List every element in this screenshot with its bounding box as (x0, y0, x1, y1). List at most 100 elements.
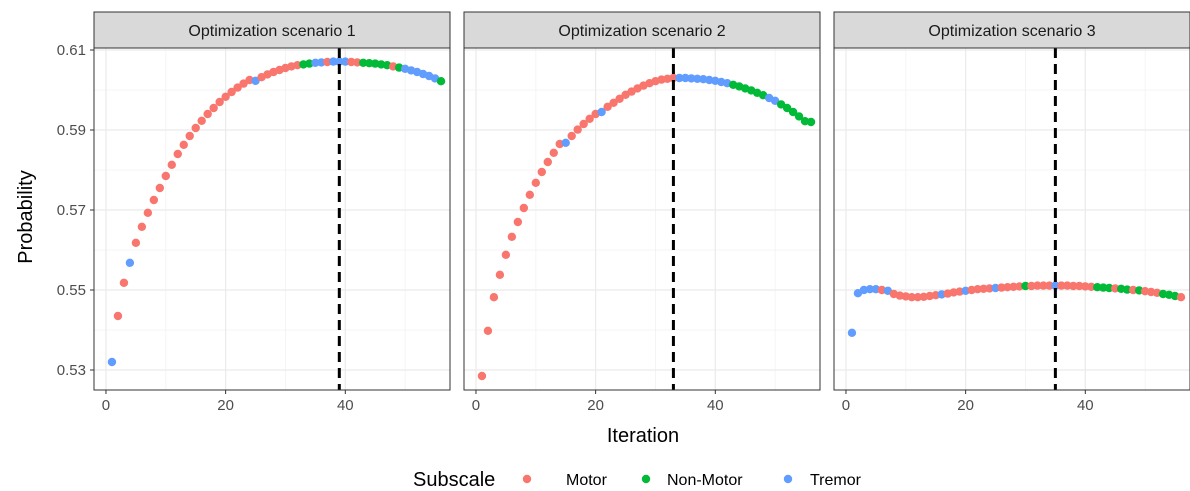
x-tick-label: 0 (102, 397, 110, 414)
data-point (221, 92, 230, 102)
data-point (131, 238, 141, 247)
data-point (543, 157, 552, 167)
x-tick-label: 20 (217, 397, 234, 414)
data-point (561, 138, 570, 147)
facet-panel-1: Optimization scenario 1 0 20 40 0.53 0.55 0.57… (57, 11, 451, 414)
data-point (907, 293, 916, 302)
data-point (687, 74, 696, 83)
data-point (979, 284, 988, 293)
data-point (359, 58, 368, 67)
data-point (847, 328, 857, 337)
data-point (161, 171, 170, 181)
data-point (681, 73, 690, 83)
data-point (1093, 283, 1102, 292)
data-point (436, 77, 446, 86)
data-point (537, 167, 546, 177)
plot-background (464, 48, 820, 390)
y-tick-label: 0.59 (57, 122, 86, 139)
plot-background (94, 48, 450, 390)
y-tick-label: 0.55 (57, 282, 86, 299)
data-point (501, 250, 511, 259)
data-point (1021, 281, 1030, 291)
data-point (567, 131, 576, 141)
legend: Subscale Motor Non-Motor Tremor (413, 469, 862, 491)
facet-strip-title: Optimization scenario 2 (558, 23, 725, 40)
data-point (597, 107, 606, 117)
data-point (782, 103, 792, 113)
data-point (227, 87, 236, 97)
facet-strip-title: Optimization scenario 1 (188, 23, 355, 40)
data-point (143, 208, 153, 217)
data-point (185, 131, 194, 141)
legend-label-motor: Motor (566, 472, 608, 489)
data-point (615, 94, 624, 104)
x-axis-title: Iteration (607, 425, 679, 447)
legend-label-non-motor: Non-Motor (667, 472, 743, 489)
data-point (483, 326, 493, 335)
data-point (191, 123, 200, 133)
data-point (525, 190, 535, 199)
data-point (609, 98, 618, 108)
data-point (675, 73, 684, 83)
data-point (179, 140, 188, 149)
data-point (1045, 281, 1054, 290)
y-tick-label: 0.53 (57, 362, 86, 379)
data-point (203, 109, 212, 119)
data-point (1003, 283, 1012, 292)
data-point (1122, 285, 1132, 294)
data-point (347, 57, 356, 67)
data-point (573, 125, 582, 134)
data-point (335, 57, 344, 66)
data-point (107, 357, 117, 367)
data-point (531, 178, 540, 187)
data-point (1057, 281, 1066, 290)
facet-strip (93, 11, 451, 49)
data-point (323, 57, 332, 67)
x-tick-label: 0 (472, 397, 480, 414)
data-point (579, 119, 588, 129)
legend-key-non-motor (641, 474, 651, 484)
data-point (311, 58, 320, 67)
x-tick-label: 0 (842, 397, 850, 414)
data-point (1033, 281, 1042, 290)
data-point (997, 283, 1006, 292)
data-point (233, 83, 242, 92)
data-point (1176, 293, 1186, 302)
legend-key-tremor (783, 474, 793, 484)
data-point (149, 195, 159, 205)
panel-border (463, 47, 821, 391)
x-tick-label: 40 (707, 397, 724, 414)
data-point (865, 285, 875, 294)
legend-title: Subscale (413, 469, 495, 491)
data-point (1081, 282, 1090, 291)
data-point (991, 283, 1000, 293)
y-tick-label: 0.61 (57, 42, 86, 59)
data-point (155, 183, 165, 193)
data-point (1051, 281, 1060, 290)
data-point (519, 203, 529, 213)
facet-strip (833, 11, 1190, 49)
data-point (549, 148, 558, 157)
data-point (167, 160, 176, 169)
data-point (197, 116, 206, 126)
data-point (913, 293, 922, 302)
data-point (329, 57, 338, 66)
x-tick-label: 20 (587, 397, 604, 414)
data-point (119, 278, 129, 287)
data-point (1063, 281, 1072, 290)
data-point (603, 102, 612, 112)
data-point (477, 371, 487, 381)
data-point (1075, 281, 1084, 291)
data-point (1039, 281, 1048, 290)
panel-border (833, 47, 1190, 391)
data-point (806, 117, 816, 127)
data-point (173, 149, 182, 159)
data-point (317, 58, 326, 67)
x-tick-label: 20 (957, 397, 974, 414)
data-point (113, 311, 123, 321)
x-tick-label: 40 (1077, 397, 1094, 414)
facet-strip-title: Optimization scenario 3 (928, 23, 1095, 40)
facet-panel-2: Optimization scenario 2 0 20 40 (463, 11, 821, 414)
legend-key-motor (522, 474, 532, 484)
